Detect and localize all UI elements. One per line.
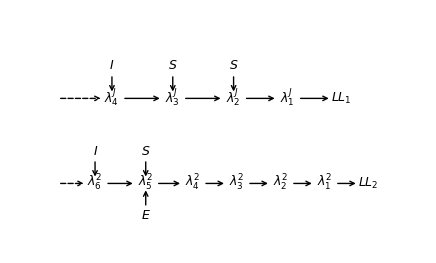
Text: I: I xyxy=(93,145,97,158)
Text: S: S xyxy=(142,145,150,158)
Text: $\lambda^{2}_{2}$: $\lambda^{2}_{2}$ xyxy=(273,173,289,194)
Text: $\lambda^{2}_{6}$: $\lambda^{2}_{6}$ xyxy=(87,173,103,194)
Text: $\lambda^{2}_{5}$: $\lambda^{2}_{5}$ xyxy=(138,173,153,194)
Text: $\lambda^{J}_{4}$: $\lambda^{J}_{4}$ xyxy=(105,88,119,109)
Text: $\lambda^{J}_{1}$: $\lambda^{J}_{1}$ xyxy=(280,88,295,109)
Text: $\lambda^{J}_{3}$: $\lambda^{J}_{3}$ xyxy=(165,88,180,109)
Text: S: S xyxy=(169,59,177,73)
Text: I: I xyxy=(110,59,114,73)
Text: $\lambda^{2}_{4}$: $\lambda^{2}_{4}$ xyxy=(185,173,201,194)
Text: $\mathit{LL}_{1}$: $\mathit{LL}_{1}$ xyxy=(331,91,352,106)
Text: E: E xyxy=(142,209,150,222)
Text: $\lambda^{2}_{3}$: $\lambda^{2}_{3}$ xyxy=(229,173,245,194)
Text: $\lambda^{2}_{1}$: $\lambda^{2}_{1}$ xyxy=(317,173,333,194)
Text: S: S xyxy=(230,59,238,73)
Text: $\mathit{LL}_{2}$: $\mathit{LL}_{2}$ xyxy=(358,176,379,191)
Text: $\lambda^{J}_{2}$: $\lambda^{J}_{2}$ xyxy=(226,88,241,109)
